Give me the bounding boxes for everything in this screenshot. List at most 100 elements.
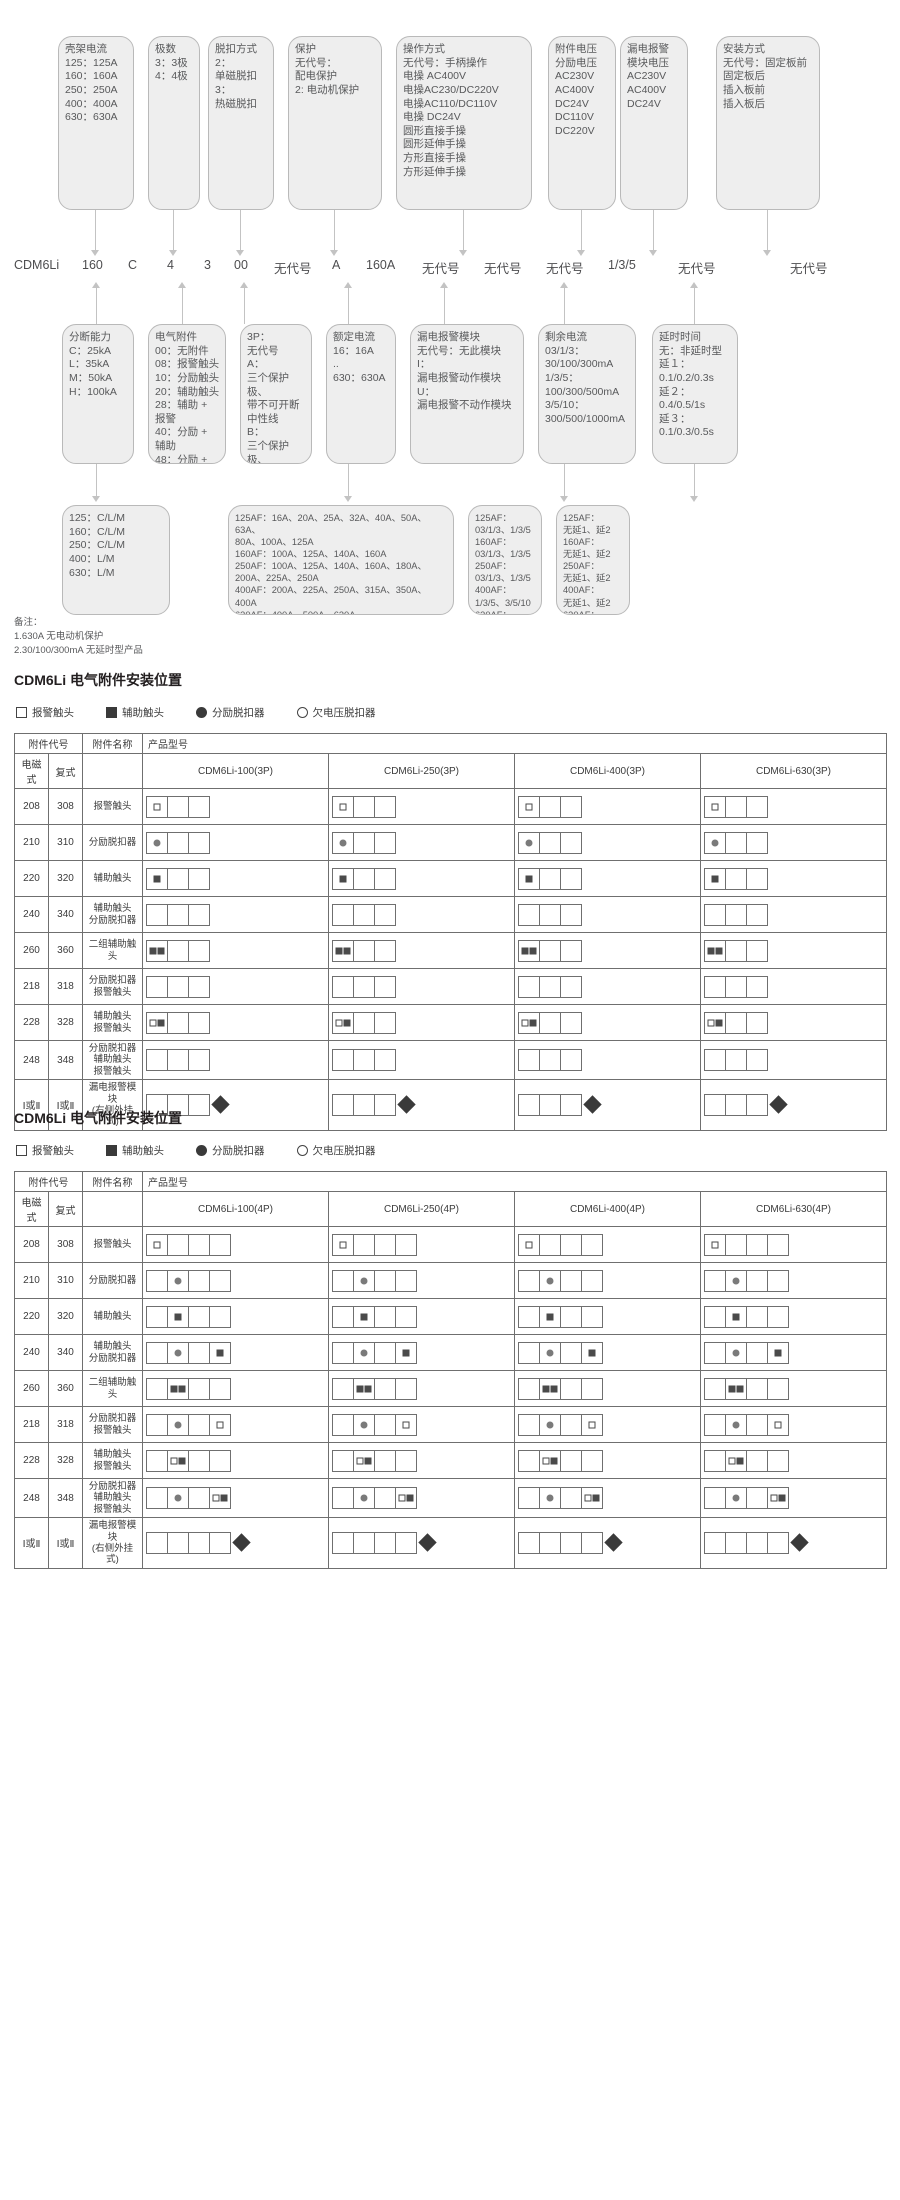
slot-strip [704, 1413, 789, 1436]
square-filled-icon [588, 1349, 596, 1356]
accessory-slot [581, 1269, 603, 1292]
accessory-slot [539, 1449, 561, 1472]
square-filled-icon [521, 947, 529, 954]
accessory-slot [188, 1049, 210, 1072]
accessory-code-compound: 320 [48, 1298, 83, 1335]
model-column-header-2: CDM6Li-400(3P) [514, 753, 701, 789]
slot-group [332, 975, 511, 998]
square-filled-icon [153, 875, 161, 882]
slot-group [332, 1093, 511, 1116]
slot-diagram-cell [700, 932, 887, 969]
accessory-slot [374, 1269, 396, 1292]
accessory-slot [581, 1487, 603, 1510]
accessory-slot [581, 1531, 603, 1554]
slot-marker [402, 1349, 410, 1356]
slot-marker [398, 1494, 414, 1502]
accessory-slot [581, 1233, 603, 1256]
slot-diagram-cell [142, 1477, 329, 1519]
slot-marker [546, 1349, 554, 1356]
slot-strip [518, 867, 582, 890]
accessory-slot [560, 1487, 582, 1510]
accessory-slot [560, 1413, 582, 1436]
slot-strip [146, 1269, 231, 1292]
box-frame-current: 壳架电流 125：125A 160：160A 250：250A 400：400A… [58, 36, 134, 210]
square-filled-icon [529, 1019, 537, 1026]
circle-filled-icon [174, 1494, 182, 1502]
square-filled-icon [216, 1349, 224, 1356]
accessory-slot [374, 795, 396, 818]
accessory-slot [395, 1377, 417, 1400]
accessory-slot [746, 1305, 768, 1328]
accessory-slot [725, 1305, 747, 1328]
slot-marker [360, 1421, 368, 1428]
square-outline-icon [584, 1494, 592, 1502]
legend-label: 报警触头 [32, 1145, 74, 1157]
accessory-code-electromagnetic: 218 [14, 1406, 49, 1443]
slot-diagram-cell [700, 1079, 887, 1131]
accessory-slot [704, 1233, 726, 1256]
connector-install-mode [767, 210, 768, 250]
slot-strip [704, 939, 768, 962]
accessory-slot [560, 795, 582, 818]
slot-group [146, 1233, 325, 1256]
accessory-slot [188, 1305, 210, 1328]
accessory-slot [353, 795, 375, 818]
accessory-slot [725, 975, 747, 998]
accessory-slot [746, 1413, 768, 1436]
slot-diagram-cell [328, 1517, 515, 1569]
slot-diagram-cell [328, 1298, 515, 1335]
square-outline-icon [149, 1019, 157, 1026]
subheader-compound: 复式 [48, 1191, 83, 1227]
accessory-slot [539, 1305, 561, 1328]
slot-group [332, 867, 511, 890]
accessory-slot [560, 1449, 582, 1472]
square-outline-icon [521, 1019, 529, 1026]
accessory-slot [725, 1531, 747, 1554]
slot-strip [704, 1377, 789, 1400]
accessory-slot [374, 1531, 396, 1554]
accessory-slot [704, 831, 726, 854]
accessory-slot [353, 1233, 375, 1256]
slot-group [704, 1049, 883, 1072]
accessory-slot [167, 1049, 189, 1072]
slot-strip [704, 795, 768, 818]
accessory-code-electromagnetic: 248 [14, 1039, 49, 1081]
model-code-seg-0: 160 [82, 258, 103, 272]
slot-strip [518, 1011, 582, 1034]
slot-strip [332, 1377, 417, 1400]
legend-item-alarm-contact: 报警触头 [16, 705, 74, 720]
slot-group [146, 903, 325, 926]
accessory-slot [518, 1093, 540, 1116]
square-outline-icon [153, 1241, 161, 1248]
box-three-pole-config: 3P： 无代号 A： 三个保护极、 带不可开断 中性线 B： 三个保护极、 N … [240, 324, 312, 464]
slot-strip [518, 1269, 603, 1292]
square-filled-icon [335, 947, 343, 954]
table-row: 248 348 分励脱扣器 辅助触头 报警触头 [14, 1477, 887, 1519]
box-leakage-alarm-voltage: 漏电报警 模块电压 AC230V AC400V DC24V [620, 36, 688, 210]
accessory-slot [704, 1531, 726, 1554]
model-code-prefix: CDM6Li [14, 258, 60, 272]
slot-marker [174, 1494, 182, 1502]
slot-strip [518, 1233, 603, 1256]
slot-group [518, 1449, 697, 1472]
slot-diagram-cell [142, 860, 329, 897]
slot-marker [360, 1494, 368, 1502]
accessory-code-compound: 318 [48, 968, 83, 1005]
accessory-name: 报警触头 [82, 788, 143, 825]
slot-marker [707, 947, 723, 954]
arrow-protection [330, 250, 338, 256]
accessory-slot [725, 1269, 747, 1292]
slot-marker [770, 1494, 786, 1502]
accessory-slot [767, 1531, 789, 1554]
accessory-slot [188, 1233, 210, 1256]
square-filled-icon [343, 947, 351, 954]
accessory-slot [746, 939, 768, 962]
legend-item-aux-contact: 辅助触头 [106, 705, 164, 720]
accessory-name: 辅助触头 分励脱扣器 [82, 1334, 143, 1371]
accessory-slot [725, 903, 747, 926]
accessory-slot [560, 1377, 582, 1400]
accessory-slot [539, 1233, 561, 1256]
accessory-slot [353, 1449, 375, 1472]
circle-filled-icon [732, 1277, 740, 1284]
accessory-slot [188, 903, 210, 926]
